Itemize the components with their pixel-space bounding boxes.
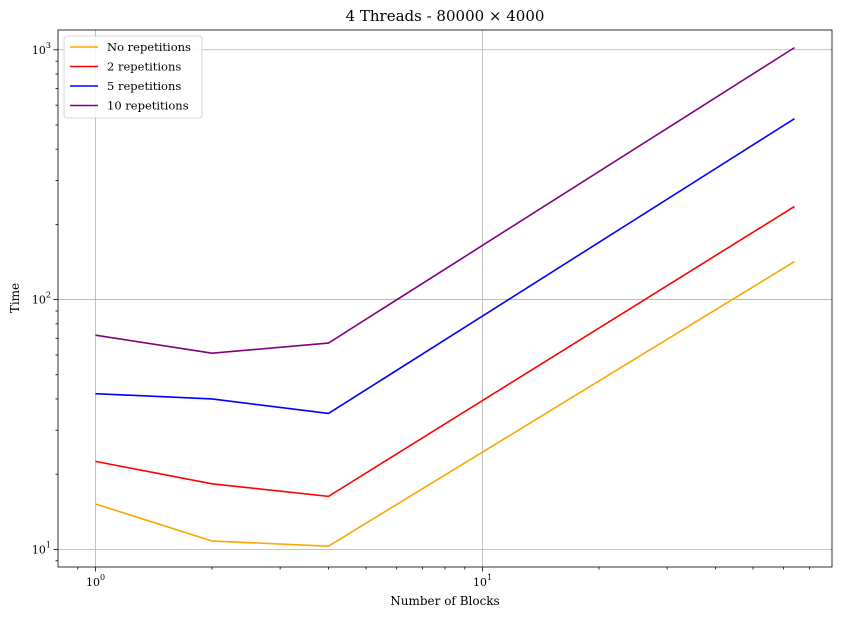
tick-labels: 100 101 101 102 103 [32, 41, 492, 589]
x-tick-label: 101 [473, 573, 492, 589]
legend-box [63, 35, 203, 119]
series-line-4 [95, 46, 795, 355]
y-tick-label: 103 [32, 41, 51, 57]
series-group [95, 46, 795, 547]
y-tick-label: 102 [32, 291, 51, 307]
series-line-3 [95, 117, 795, 415]
legend-label-3: 5 repetitions [107, 79, 181, 93]
grid [58, 30, 832, 567]
x-tick-label: 100 [86, 573, 105, 589]
legend-label-1: No repetitions [107, 40, 191, 54]
legend-label-4: 10 repetitions [107, 99, 189, 113]
y-tick-label: 101 [32, 540, 51, 556]
x-axis-label: Number of Blocks [390, 594, 499, 608]
legend-label-2: 2 repetitions [107, 60, 181, 74]
y-axis-label: Time [8, 283, 22, 313]
legend-entries: No repetitions 2 repetitions 5 repetitions… [70, 40, 191, 113]
series-line-1 [95, 260, 795, 547]
chart-title: 4 Threads - 80000 × 4000 [346, 7, 545, 25]
legend: No repetitions 2 repetitions 5 repetitions… [63, 35, 203, 119]
axis-ticks [53, 49, 810, 572]
series-line-2 [95, 205, 795, 498]
